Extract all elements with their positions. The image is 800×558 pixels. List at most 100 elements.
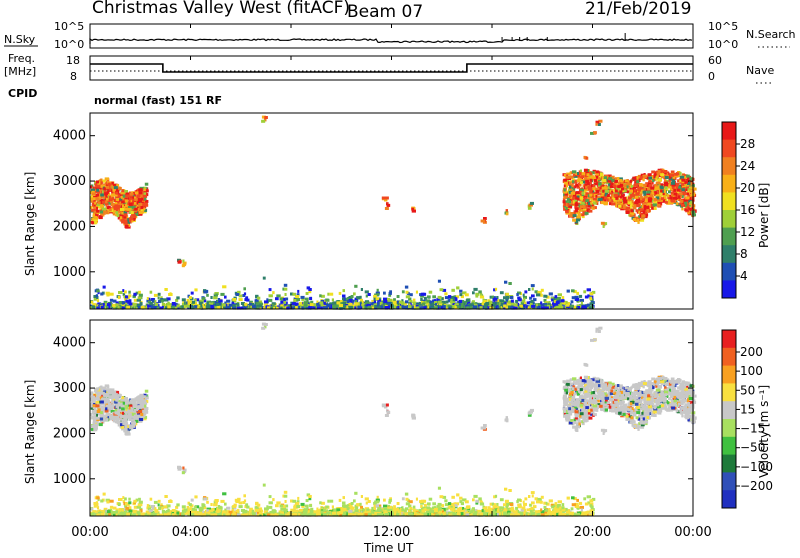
power-cell: [194, 288, 197, 291]
power-cell: [643, 175, 647, 178]
power-cell: [648, 198, 652, 201]
power-cell: [390, 305, 394, 308]
power-cell: [572, 180, 574, 183]
power-cell: [123, 195, 125, 198]
power-cell: [636, 209, 639, 212]
power-cell: [161, 300, 163, 303]
power-cell: [121, 219, 125, 222]
power-cell: [91, 198, 93, 201]
power-cell: [596, 170, 599, 173]
power-cell: [222, 285, 226, 288]
power-cell: [118, 291, 123, 294]
power-cell: [574, 185, 577, 188]
power-cell: [473, 288, 477, 291]
velocity-cell: [126, 402, 130, 405]
velocity-cell: [136, 401, 140, 404]
power-cell: [351, 295, 354, 298]
power-cell: [125, 225, 129, 228]
power-cell: [296, 298, 300, 301]
power-cell: [564, 203, 566, 206]
nave-label: Nave: [746, 64, 774, 77]
power-cell: [461, 305, 464, 308]
power-cell: [206, 294, 209, 297]
power-cell: [199, 302, 202, 305]
power-cell: [96, 294, 98, 297]
power-cell: [478, 290, 482, 293]
colorbar-swatch: [722, 157, 736, 175]
power-cell: [579, 172, 582, 175]
power-cell: [570, 175, 574, 178]
power-cell: [632, 177, 636, 180]
power-cell: [465, 293, 469, 296]
power-cell: [680, 176, 684, 179]
velocity-cell: [125, 411, 128, 414]
power-cell: [406, 295, 410, 298]
power-cell: [689, 190, 693, 193]
power-cell: [98, 201, 101, 204]
power-cell: [280, 298, 284, 301]
power-cell: [668, 190, 671, 193]
power-cell: [587, 288, 591, 291]
power-cell: [102, 208, 107, 211]
mode-label: normal (fast) 151 RF: [94, 94, 222, 107]
power-cell: [406, 291, 409, 294]
velocity-cell: [120, 415, 124, 418]
power-cell: [96, 289, 100, 292]
power-cell: [568, 302, 570, 305]
power-cell: [602, 187, 605, 190]
power-cell: [653, 207, 657, 210]
power-cell: [413, 302, 417, 305]
colorbar-swatch: [722, 280, 736, 298]
power-cell: [677, 172, 680, 175]
power-cell: [368, 306, 371, 309]
colorbar-swatch: [722, 192, 736, 210]
power-cell: [622, 197, 626, 200]
power-cell: [585, 296, 589, 299]
power-cell: [138, 191, 142, 194]
power-cell: [360, 299, 363, 302]
power-cell: [96, 189, 99, 192]
power-cell: [136, 194, 140, 197]
power-cell: [140, 206, 143, 209]
power-cell: [633, 184, 637, 187]
power-cell: [633, 218, 636, 221]
power-cell: [405, 300, 409, 303]
power-cell: [642, 198, 645, 201]
power-cell: [600, 173, 603, 176]
power-cell: [226, 300, 230, 303]
power-cell: [572, 296, 576, 299]
power-cell: [405, 286, 408, 289]
power-cell: [536, 293, 540, 296]
power-cell: [567, 203, 569, 206]
power-cell: [343, 305, 346, 308]
power-cell: [647, 209, 650, 212]
colorbar-swatch: [722, 122, 736, 140]
velocity-cell: [94, 424, 98, 427]
power-cell: [130, 193, 134, 196]
power-cell: [562, 299, 565, 302]
power-cell: [516, 293, 519, 296]
plot-title: Christmas Valley West (fitACF): [92, 0, 350, 18]
power-cell: [432, 295, 436, 298]
velocity-cell: [111, 401, 115, 404]
power-cell: [103, 286, 106, 289]
power-cell: [581, 302, 583, 305]
power-cell: [531, 284, 535, 287]
power-cell: [232, 298, 236, 301]
power-cell: [643, 184, 647, 187]
power-cell: [96, 210, 100, 213]
power-cell: [354, 302, 358, 305]
power-cell: [438, 301, 442, 304]
power-cell: [398, 303, 400, 306]
power-cell: [472, 291, 475, 294]
power-cell: [132, 215, 136, 218]
power-cell: [686, 175, 690, 178]
power-cell: [456, 286, 459, 289]
power-cell: [515, 300, 518, 303]
power-cell: [568, 200, 571, 203]
power-cell: [213, 296, 218, 299]
power-cell: [617, 185, 621, 188]
power-cell: [664, 190, 666, 193]
power-cell: [497, 302, 500, 305]
power-cell: [121, 200, 125, 203]
